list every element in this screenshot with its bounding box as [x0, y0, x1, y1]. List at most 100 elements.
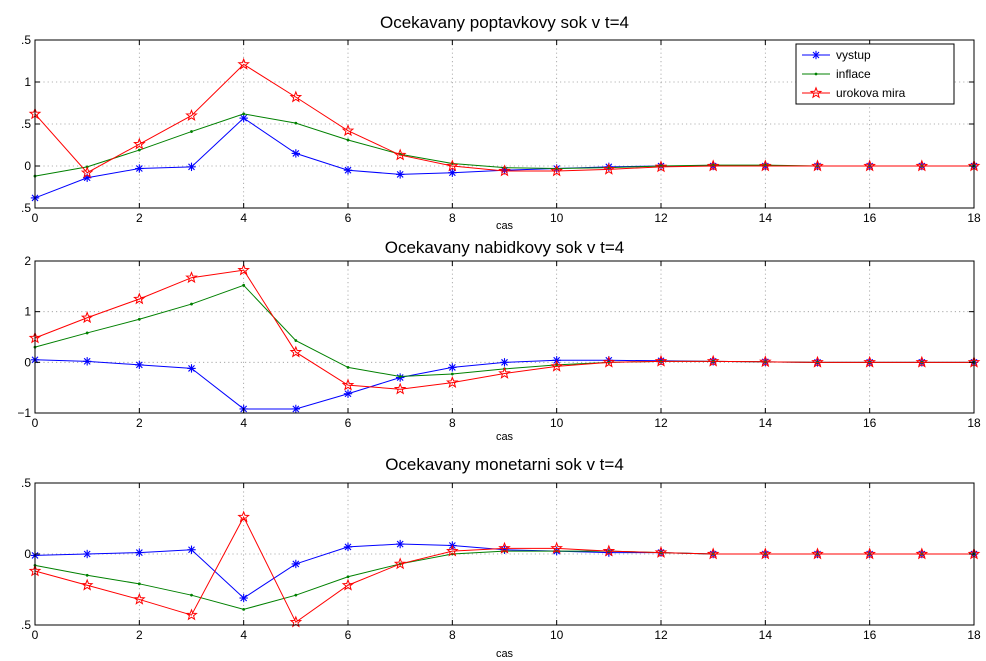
- y-tick-label: .5: [21, 201, 31, 215]
- x-tick-label: 4: [240, 628, 247, 642]
- chart-title: Ocekavany monetarni sok v t=4: [385, 455, 624, 474]
- data-point: [654, 160, 668, 173]
- y-tick-label: 1: [24, 75, 31, 89]
- y-tick-label: 2: [24, 254, 31, 268]
- data-point: [289, 90, 303, 103]
- data-point: [187, 364, 196, 373]
- x-tick-label: 16: [863, 211, 877, 225]
- data-point: [341, 578, 355, 591]
- data-point: [863, 547, 876, 560]
- data-point: [759, 547, 772, 560]
- data-point: [242, 112, 246, 116]
- data-point: [291, 149, 301, 158]
- x-tick-label: 8: [449, 211, 456, 225]
- data-point: [811, 355, 824, 368]
- x-tick-label: 18: [967, 628, 981, 642]
- x-tick-label: 6: [345, 416, 352, 430]
- x-tick-label: 12: [654, 628, 668, 642]
- data-point: [291, 559, 301, 569]
- data-point: [343, 166, 353, 175]
- data-point: [500, 358, 509, 367]
- chart-title: Ocekavany poptavkovy sok v t=4: [380, 13, 629, 32]
- y-tick-label: .5: [21, 618, 31, 632]
- x-tick-label: 6: [345, 628, 352, 642]
- legend-label: inflace: [836, 67, 871, 81]
- x-tick-label: 2: [136, 628, 143, 642]
- data-point: [915, 547, 929, 560]
- data-point: [498, 164, 511, 177]
- data-point: [654, 545, 668, 558]
- y-tick-label: .5: [21, 117, 31, 131]
- legend-label: urokova mira: [836, 86, 906, 100]
- x-tick-label: 10: [550, 211, 564, 225]
- data-point: [137, 582, 141, 586]
- data-point: [190, 593, 193, 597]
- data-point: [393, 148, 407, 161]
- data-point: [811, 547, 824, 560]
- x-tick-label: 14: [759, 211, 773, 225]
- series-urokova-mira: [28, 510, 981, 628]
- data-point: [393, 382, 407, 395]
- data-point: [915, 159, 929, 172]
- data-point: [85, 331, 89, 335]
- x-tick-label: 8: [449, 416, 456, 430]
- data-point: [185, 108, 198, 121]
- data-point: [289, 345, 303, 358]
- data-point: [237, 263, 250, 276]
- x-tick-label: 16: [863, 628, 877, 642]
- data-point: [239, 113, 248, 123]
- data-point: [448, 168, 457, 177]
- data-point: [190, 130, 193, 133]
- data-point: [602, 355, 616, 368]
- data-point: [237, 510, 250, 523]
- data-point: [237, 57, 250, 70]
- x-tick-label: 10: [550, 628, 564, 642]
- data-point: [811, 159, 824, 172]
- data-point: [398, 375, 402, 378]
- plot-frame: [34, 260, 975, 414]
- data-point: [706, 354, 720, 367]
- data-point: [239, 593, 248, 603]
- data-point: [341, 124, 355, 137]
- x-tick-label: 0: [32, 628, 39, 642]
- data-point: [346, 366, 350, 369]
- data-point: [448, 363, 457, 372]
- legend-marker: [814, 72, 818, 76]
- data-point: [343, 389, 353, 398]
- y-tick-label: 0: [24, 547, 31, 561]
- data-point: [759, 355, 772, 368]
- data-point: [863, 355, 876, 368]
- data-point: [137, 148, 141, 152]
- x-axis-label: cas: [496, 220, 514, 232]
- y-tick-label: 0: [24, 355, 31, 369]
- y-tick-label: 1: [24, 305, 31, 319]
- x-tick-label: 12: [654, 211, 668, 225]
- data-point: [863, 159, 876, 172]
- data-point: [135, 548, 144, 557]
- data-point: [80, 166, 94, 179]
- y-tick-label: .5: [21, 476, 31, 490]
- legend-marker: [809, 86, 823, 99]
- y-tick-label: .5: [21, 33, 31, 47]
- series-line: [34, 515, 974, 623]
- data-point: [446, 544, 459, 557]
- data-point: [654, 354, 668, 367]
- y-tick-label: −1: [17, 406, 31, 420]
- data-point: [291, 404, 301, 414]
- data-point: [602, 162, 616, 175]
- series-urokova-mira: [28, 57, 981, 179]
- data-point: [190, 302, 193, 306]
- x-tick-label: 4: [240, 211, 247, 225]
- data-point: [706, 547, 720, 560]
- data-point: [498, 366, 511, 379]
- data-point: [185, 608, 198, 621]
- data-point: [446, 375, 459, 388]
- data-point: [80, 578, 94, 591]
- x-tick-label: 2: [136, 211, 143, 225]
- data-point: [289, 615, 303, 628]
- x-tick-label: 0: [32, 211, 39, 225]
- data-point: [343, 542, 353, 552]
- x-axis-label: cas: [496, 648, 514, 660]
- data-point: [915, 355, 929, 368]
